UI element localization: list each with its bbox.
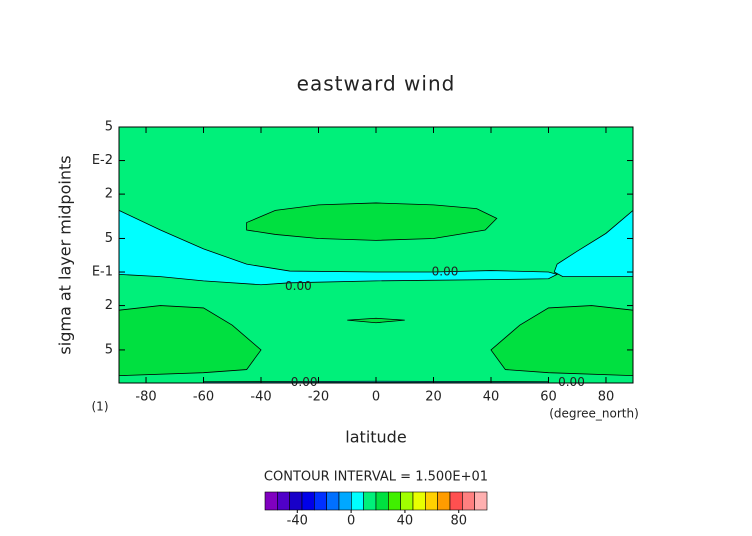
colorbar-swatch	[462, 491, 475, 511]
contour-region	[118, 209, 559, 286]
contour-region	[118, 305, 262, 377]
x-tick-label: 0	[372, 390, 380, 405]
colorbar-swatch	[338, 491, 352, 511]
colorbar-swatch	[351, 491, 364, 511]
y-tick-label: E-2	[92, 153, 113, 168]
y-tick-label: 2	[105, 298, 113, 313]
chart-title: eastward wind	[297, 72, 456, 96]
x-tick-label: 20	[425, 390, 442, 405]
colorbar-swatch	[264, 491, 278, 511]
colorbar-swatch	[289, 491, 303, 511]
x-unit: (degree_north)	[549, 407, 639, 421]
colorbar-swatch	[388, 491, 401, 511]
contour-region	[347, 317, 405, 324]
colorbar-swatch	[363, 491, 377, 511]
contour-label: 0.00	[558, 375, 585, 389]
colorbar-swatch	[449, 491, 463, 511]
y-tick-label: 5	[105, 342, 113, 357]
colorbar-swatch	[425, 491, 438, 511]
colorbar-tick-label: 40	[397, 514, 414, 529]
colorbar-swatch	[326, 491, 340, 511]
x-tick-label: -40	[250, 390, 271, 405]
x-tick-label: 40	[483, 390, 500, 405]
y-tick-label: 5	[105, 120, 113, 135]
contour-region	[553, 209, 634, 278]
x-tick-label: -20	[308, 390, 329, 405]
colorbar-title: CONTOUR INTERVAL = 1.500E+01	[264, 470, 488, 485]
colorbar-tick-label: 0	[347, 514, 355, 529]
x-axis-label: latitude	[345, 428, 406, 447]
x-tick-label: 80	[598, 390, 615, 405]
x-tick-label: -60	[193, 390, 214, 405]
y-tick-label: 5	[105, 231, 113, 246]
colorbar-swatch	[412, 491, 426, 511]
contour-label: 0.00	[291, 375, 318, 389]
colorbar-tick-label: -40	[287, 514, 308, 529]
colorbar-swatch	[277, 491, 290, 511]
contour-label: 0.00	[432, 265, 459, 279]
colorbar-swatch	[400, 491, 414, 511]
y-axis-label: sigma at layer midpoints	[56, 155, 75, 354]
colorbar-swatch	[375, 491, 389, 511]
y-tick-label: 2	[105, 187, 113, 202]
y-unit: (1)	[92, 400, 109, 414]
x-tick-label: 60	[540, 390, 557, 405]
colorbar-swatch	[314, 491, 327, 511]
contour-label: 0.00	[285, 279, 312, 293]
contour-region	[246, 202, 498, 241]
colorbar-tick-label: 80	[450, 514, 467, 529]
colorbar-swatch	[474, 491, 488, 511]
colorbar-swatch	[437, 491, 451, 511]
contour-region	[490, 305, 634, 377]
y-tick-label: E-1	[92, 265, 113, 280]
x-tick-label: -80	[135, 390, 156, 405]
colorbar-swatch	[301, 491, 315, 511]
